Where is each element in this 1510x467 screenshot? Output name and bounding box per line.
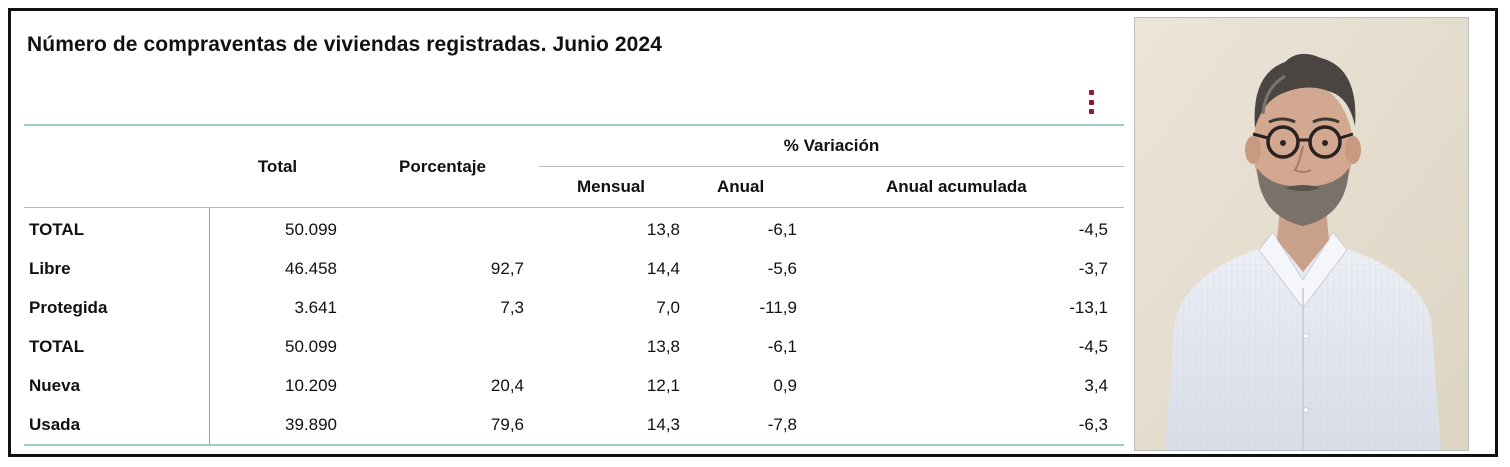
cell-anual: 0,9: [773, 375, 797, 395]
row-label: TOTAL: [24, 207, 210, 249]
cell-mensual: 13,8: [646, 219, 680, 239]
cell-acumulada: -6,3: [1078, 414, 1108, 434]
sales-table: Total Porcentaje % Variación Mensual Anu…: [24, 124, 1124, 446]
row-label: Libre: [24, 249, 210, 288]
kebab-dot: [1088, 109, 1094, 114]
cell-mensual: 7,0: [656, 297, 680, 317]
cell-acumulada: -4,5: [1078, 336, 1108, 356]
cell-acumulada: -13,1: [1069, 297, 1108, 317]
cell-total: 50.099: [285, 219, 337, 239]
cell-acumulada: 3,4: [1084, 375, 1108, 395]
table-panel: Número de compraventas de viviendas regi…: [24, 11, 1124, 454]
header-variacion: % Variación: [539, 125, 1124, 167]
header-anual: Anual: [695, 166, 812, 208]
cell-mensual: 13,8: [646, 336, 680, 356]
cell-porcentaje: 7,3: [500, 297, 524, 317]
cell-mensual: 12,1: [646, 375, 680, 395]
table-row: Nueva 10.209 20,4 12,1 0,9 3,4: [24, 366, 1124, 405]
table-row: TOTAL 50.099 13,8 -6,1 -4,5: [24, 327, 1124, 366]
kebab-dot: [1088, 90, 1094, 95]
row-label: Protegida: [24, 288, 210, 327]
table-row: TOTAL 50.099 13,8 -6,1 -4,5: [24, 207, 1124, 250]
row-label: TOTAL: [24, 327, 210, 366]
header-anual-acumulada: Anual acumulada: [812, 166, 1124, 208]
header-porcentaje: Porcentaje: [346, 125, 539, 208]
portrait-photo: [1134, 17, 1469, 451]
cell-anual: -7,8: [767, 414, 797, 434]
row-label: Nueva: [24, 366, 210, 405]
page-title: Número de compraventas de viviendas regi…: [27, 33, 662, 56]
cell-porcentaje: 92,7: [490, 258, 524, 278]
cell-anual: -11,9: [759, 297, 798, 317]
cell-total: 46.458: [285, 258, 337, 278]
cell-mensual: 14,4: [646, 258, 680, 278]
cell-total: 50.099: [285, 336, 337, 356]
cell-porcentaje: 20,4: [490, 375, 524, 395]
table-row: Usada 39.890 79,6 14,3 -7,8 -6,3: [24, 405, 1124, 445]
cell-total: 39.890: [285, 414, 337, 434]
kebab-dot: [1088, 99, 1094, 105]
header-total: Total: [209, 125, 346, 208]
cell-total: 10.209: [285, 375, 337, 395]
cell-mensual: 14,3: [646, 414, 680, 434]
header-mensual: Mensual: [539, 166, 695, 208]
row-label: Usada: [24, 405, 210, 445]
cell-anual: -6,1: [767, 219, 797, 239]
cell-porcentaje: 79,6: [490, 414, 524, 434]
table-row: Libre 46.458 92,7 14,4 -5,6 -3,7: [24, 249, 1124, 288]
cell-total: 3.641: [294, 297, 337, 317]
cell-acumulada: -4,5: [1078, 219, 1108, 239]
cell-anual: -6,1: [767, 336, 797, 356]
cell-porcentaje: [346, 208, 539, 250]
table-row: Protegida 3.641 7,3 7,0 -11,9 -13,1: [24, 288, 1124, 327]
corner-header: [24, 125, 209, 208]
cell-porcentaje: [346, 327, 539, 366]
cell-acumulada: -3,7: [1078, 258, 1108, 278]
screenshot-frame: Número de compraventas de viviendas regi…: [8, 8, 1498, 457]
kebab-vertical-icon[interactable]: [1087, 90, 1095, 114]
cell-anual: -5,6: [767, 258, 797, 278]
